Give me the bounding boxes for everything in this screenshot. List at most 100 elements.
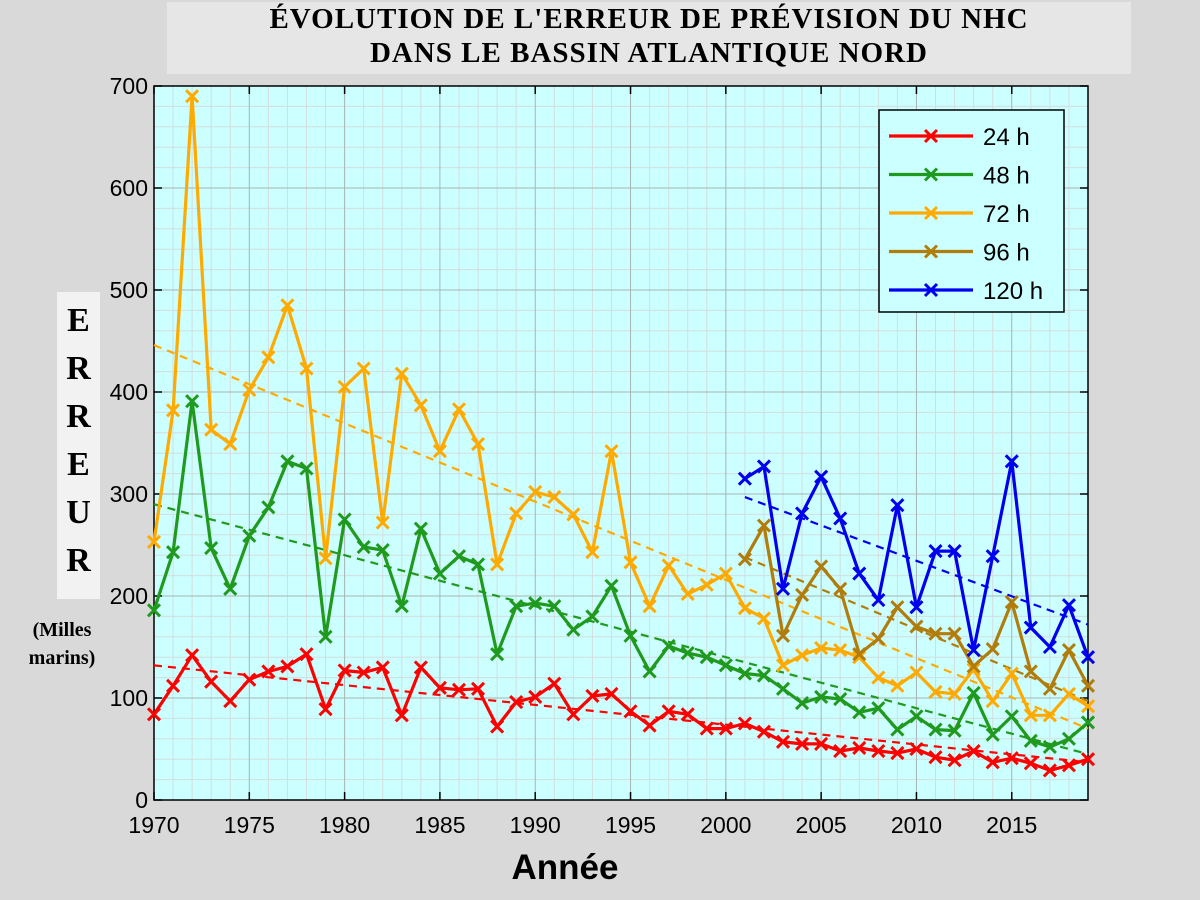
data-point xyxy=(928,750,943,765)
data-point xyxy=(432,444,447,459)
x-tick-label: 2005 xyxy=(796,812,847,838)
chart-title: ÉVOLUTION DE L'ERREUR DE PRÉVISION DU NH… xyxy=(167,2,1131,74)
data-point xyxy=(718,658,733,673)
data-point xyxy=(909,600,924,615)
data-point xyxy=(737,552,752,567)
data-point xyxy=(528,689,543,705)
data-point xyxy=(1023,733,1038,748)
data-point xyxy=(451,402,467,417)
data-point xyxy=(394,599,409,614)
data-point xyxy=(470,681,486,696)
x-tick-label: 1970 xyxy=(128,812,179,838)
data-point xyxy=(1023,664,1038,679)
data-point xyxy=(795,587,810,603)
data-point xyxy=(985,727,1000,742)
data-point xyxy=(756,518,772,533)
data-point xyxy=(814,559,829,574)
data-point xyxy=(490,719,505,734)
data-point xyxy=(814,640,829,656)
data-point xyxy=(1042,639,1057,655)
data-point xyxy=(223,436,238,452)
data-point xyxy=(1042,739,1057,755)
data-point xyxy=(356,539,371,555)
data-point xyxy=(185,648,200,663)
data-point xyxy=(585,609,600,624)
data-point xyxy=(985,641,1000,657)
data-point xyxy=(928,722,943,737)
legend-label: 48 h xyxy=(983,163,1030,190)
data-point xyxy=(528,484,543,500)
data-point xyxy=(852,647,867,662)
data-point xyxy=(185,89,200,104)
data-point xyxy=(1023,708,1038,723)
data-point xyxy=(242,528,257,543)
legend-marker xyxy=(923,244,939,259)
data-point xyxy=(1061,598,1077,613)
x-tick-label: 2000 xyxy=(700,812,751,838)
y-tick-label: 100 xyxy=(110,685,148,711)
legend-marker xyxy=(923,167,939,182)
legend-label: 120 h xyxy=(983,278,1043,305)
data-point xyxy=(318,629,333,644)
data-point xyxy=(737,716,752,731)
data-point xyxy=(1080,678,1096,693)
data-point xyxy=(814,689,829,705)
data-point xyxy=(318,551,333,566)
data-point xyxy=(985,693,1000,709)
data-point xyxy=(1023,620,1038,635)
data-point xyxy=(280,298,295,313)
y-axis-units-line-2: marins) xyxy=(28,647,96,669)
chart-title-line-1: ÉVOLUTION DE L'ERREUR DE PRÉVISION DU NH… xyxy=(269,3,1029,35)
data-point xyxy=(1004,454,1019,469)
data-point xyxy=(718,566,733,581)
data-point xyxy=(413,660,428,675)
data-point xyxy=(623,555,638,570)
data-point xyxy=(909,709,924,724)
data-point xyxy=(737,666,752,681)
data-point xyxy=(509,695,524,710)
legend-label: 24 h xyxy=(983,124,1030,151)
data-point xyxy=(261,500,276,515)
data-point xyxy=(337,379,352,394)
data-point xyxy=(490,557,505,572)
data-point xyxy=(756,668,772,683)
data-point xyxy=(356,361,371,376)
data-point xyxy=(775,658,791,673)
data-point xyxy=(775,734,791,749)
data-point xyxy=(146,603,162,618)
data-point xyxy=(528,596,543,611)
data-point xyxy=(775,681,791,696)
data-point xyxy=(1042,708,1057,723)
legend-box xyxy=(878,109,1065,313)
x-tick-label: 1985 xyxy=(414,812,465,838)
data-point xyxy=(585,688,600,704)
data-point xyxy=(1080,699,1096,714)
data-point xyxy=(833,691,848,707)
data-point xyxy=(1080,715,1096,730)
y-tick-label: 0 xyxy=(135,787,148,813)
data-point xyxy=(699,721,714,736)
data-point xyxy=(928,626,943,641)
data-point xyxy=(1042,681,1057,696)
data-point xyxy=(204,422,219,437)
data-point xyxy=(509,599,524,614)
data-point xyxy=(852,566,867,581)
data-point xyxy=(852,740,867,756)
x-tick-label: 1980 xyxy=(319,812,370,838)
data-point xyxy=(261,350,276,365)
data-point xyxy=(661,558,676,573)
data-point xyxy=(1061,686,1077,701)
legend-label: 96 h xyxy=(983,240,1030,267)
data-point xyxy=(775,628,791,643)
data-point xyxy=(1004,666,1019,681)
data-point xyxy=(1004,709,1019,724)
data-point xyxy=(432,680,447,695)
data-point xyxy=(566,622,581,637)
data-point xyxy=(337,512,352,527)
y-axis-label-letter: E xyxy=(67,446,90,483)
data-point xyxy=(871,593,886,608)
data-point xyxy=(566,507,581,522)
data-point xyxy=(814,469,829,484)
x-tick-label: 2015 xyxy=(986,812,1037,838)
